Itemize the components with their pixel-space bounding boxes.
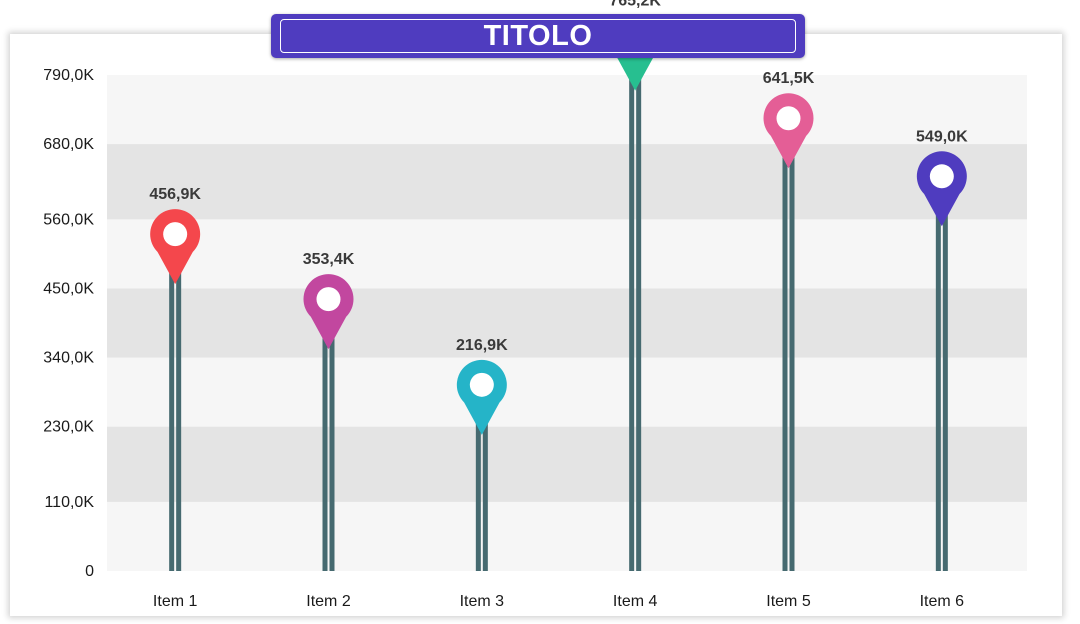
x-category-label: Item 6	[920, 593, 965, 610]
y-axis-ticks: 0 110,0K 230,0K 340,0K 450,0K 560,0K 680,0K 790…	[43, 67, 94, 580]
x-category-label: Item 1	[153, 593, 198, 610]
data-label: 216,9K	[456, 337, 508, 354]
chart-title: TITOLO	[280, 19, 796, 53]
stem-bar	[629, 58, 635, 572]
stem-bar	[636, 58, 642, 572]
plot-band	[107, 426, 1027, 502]
y-tick-label: 680,0K	[43, 136, 94, 153]
x-category-label: Item 3	[460, 593, 505, 610]
data-label: 765,2K	[609, 0, 661, 10]
map-pin-icon	[150, 209, 201, 285]
plot-band	[107, 357, 1027, 427]
plot-band	[107, 288, 1027, 358]
chart-title-banner: TITOLO	[271, 14, 805, 58]
data-label: 641,5K	[763, 70, 815, 87]
stems	[169, 58, 948, 572]
stem-bar	[176, 252, 182, 571]
stem-bar	[935, 194, 941, 571]
stem-bar	[482, 402, 488, 571]
y-tick-label: 0	[85, 563, 94, 580]
y-tick-label: 790,0K	[43, 67, 94, 84]
y-tick-label: 340,0K	[43, 350, 94, 367]
x-category-label: Item 4	[613, 593, 658, 610]
plot-band	[107, 75, 1027, 145]
data-labels: 456,9K 353,4K 216,9K 765,2K 641,5K 549,0K	[149, 0, 968, 354]
plot-band	[107, 501, 1027, 571]
plot-band	[107, 219, 1027, 289]
x-axis-categories: Item 1 Item 2 Item 3 Item 4 Item 5 Item 6	[153, 593, 964, 610]
map-pin-icon	[456, 359, 507, 435]
map-pin-icon	[916, 151, 967, 227]
stem-bar	[475, 402, 481, 571]
plot-bands	[107, 75, 1027, 571]
data-label: 456,9K	[149, 186, 201, 203]
stem-bar	[322, 317, 328, 571]
pin-markers	[150, 15, 967, 435]
x-category-label: Item 5	[766, 593, 811, 610]
stem-bar	[782, 136, 788, 571]
y-tick-label: 450,0K	[43, 280, 94, 297]
x-category-label: Item 2	[306, 593, 351, 610]
stem-bar	[942, 194, 948, 571]
plot-band	[107, 144, 1027, 220]
stem-bar	[789, 136, 795, 571]
y-tick-label: 560,0K	[43, 211, 94, 228]
map-pin-icon	[303, 274, 354, 350]
stem-bar	[329, 317, 335, 571]
data-label: 353,4K	[303, 251, 355, 268]
y-tick-label: 230,0K	[43, 419, 94, 436]
y-tick-label: 110,0K	[44, 494, 94, 511]
stem-bar	[169, 252, 175, 571]
map-pin-icon	[763, 93, 814, 169]
data-label: 549,0K	[916, 128, 968, 145]
